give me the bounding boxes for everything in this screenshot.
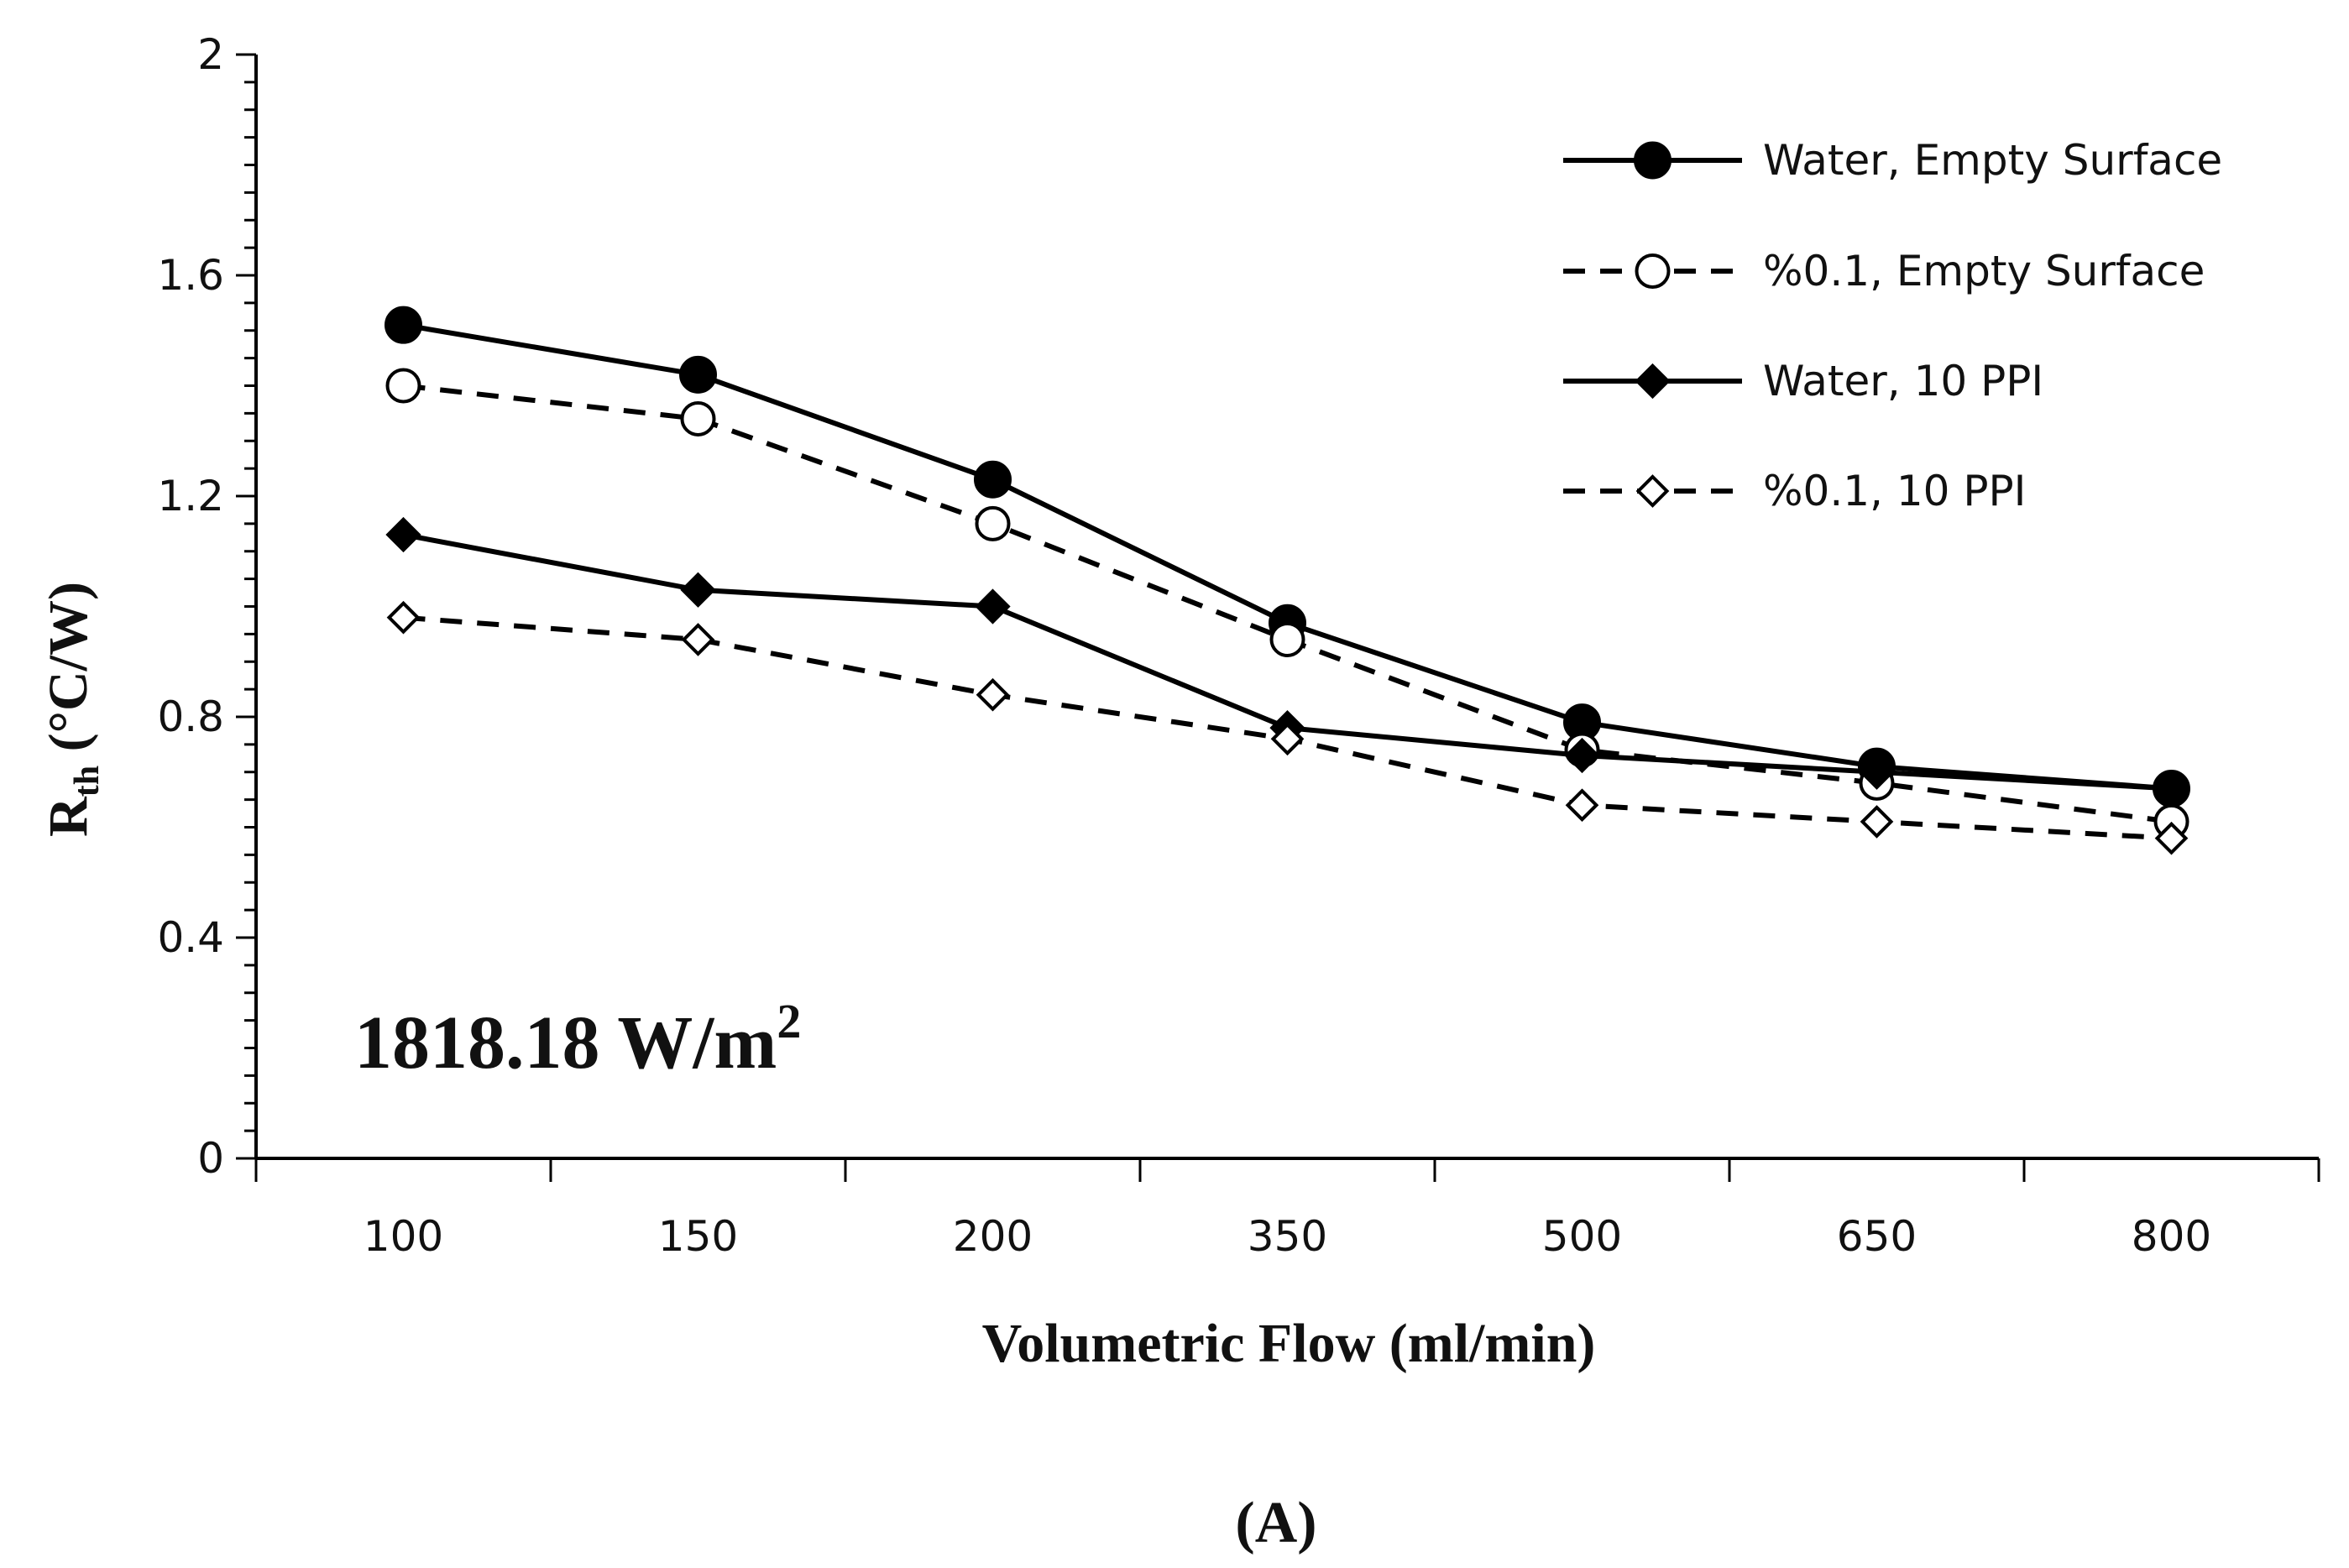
y-axis-title-unit: (°C/W) <box>38 582 99 751</box>
x-tick-label: 650 <box>1837 1212 1917 1261</box>
legend-marker <box>1635 253 1671 289</box>
legend-label: Water, Empty Surface <box>1763 136 2222 185</box>
y-ticks: 0 0.4 0.8 1.2 1.6 2 <box>157 30 256 1183</box>
data-point <box>2154 821 2189 855</box>
data-point <box>2153 771 2189 807</box>
x-tick-label: 100 <box>364 1212 443 1261</box>
data-point <box>975 505 1011 541</box>
data-point <box>385 306 422 344</box>
data-point <box>386 600 421 635</box>
x-tick-label: 800 <box>2132 1212 2211 1261</box>
series-layer <box>385 306 2190 855</box>
x-tick-label: 350 <box>1248 1212 1327 1261</box>
y-tick-label: 1.6 <box>157 251 224 300</box>
y-axis-title: Rth (°C/W) <box>38 582 107 837</box>
data-point <box>975 588 1011 625</box>
y-axis-title-sub: th <box>68 766 107 797</box>
legend-label: %0.1, 10 PPI <box>1763 467 2026 515</box>
data-point <box>1860 805 1894 839</box>
figure-caption: (A) <box>1235 1491 1316 1555</box>
data-point <box>1564 737 1600 774</box>
y-tick-label: 2 <box>197 30 224 79</box>
x-tick-label: 500 <box>1542 1212 1622 1261</box>
legend-item: Water, 10 PPI <box>1563 357 2043 405</box>
legend-marker <box>1634 141 1672 180</box>
y-tick-label: 0.8 <box>157 693 224 741</box>
data-point <box>1270 722 1305 756</box>
data-point <box>680 572 716 608</box>
legend-marker <box>1635 474 1670 508</box>
y-tick-label: 0.4 <box>157 913 224 962</box>
legend-item: Water, Empty Surface <box>1563 136 2222 185</box>
data-point <box>680 400 716 436</box>
data-point <box>681 623 715 656</box>
x-tick-label: 200 <box>953 1212 1033 1261</box>
y-axis-title-main: R <box>38 796 99 837</box>
x-axis-title: Volumetric Flow (ml/min) <box>982 1313 1596 1374</box>
heat-flux-value: 1818.18 W/m <box>354 1001 777 1085</box>
data-point <box>385 368 421 404</box>
legend-label: %0.1, Empty Surface <box>1763 247 2205 295</box>
y-tick-label: 1.2 <box>157 472 224 520</box>
legend-item: %0.1, Empty Surface <box>1563 247 2205 295</box>
series-3 <box>386 600 2189 855</box>
y-tick-label: 0 <box>197 1134 224 1183</box>
series-line <box>403 383 2172 824</box>
data-point <box>976 677 1010 712</box>
legend-marker <box>1635 363 1671 400</box>
legend: Water, Empty Surface %0.1, Empty Surface W… <box>1563 136 2222 515</box>
data-point <box>1565 788 1599 823</box>
heat-flux-exponent: 2 <box>777 994 801 1048</box>
data-point <box>385 516 421 553</box>
x-ticks: 100 150 200 350 500 650 800 <box>254 1158 2320 1261</box>
legend-label: Water, 10 PPI <box>1763 357 2043 405</box>
data-point <box>1269 621 1305 657</box>
data-point <box>974 460 1012 499</box>
legend-item: %0.1, 10 PPI <box>1563 467 2026 515</box>
y-axis-title-gap <box>38 751 99 766</box>
series-2 <box>385 516 2189 807</box>
data-point <box>1859 754 1895 790</box>
data-point <box>679 355 717 394</box>
heat-flux-annotation: 1818.18 W/m2 <box>354 994 801 1085</box>
x-tick-label: 150 <box>658 1212 738 1261</box>
